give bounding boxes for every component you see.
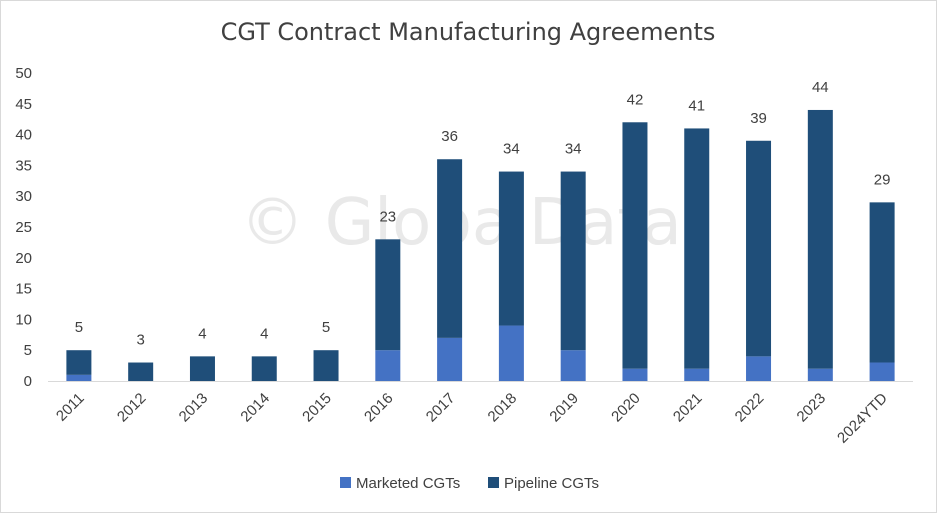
bar-pipeline	[66, 350, 92, 375]
legend: Marketed CGTs Pipeline CGTs	[340, 475, 599, 492]
bar-marketed	[375, 350, 401, 381]
y-tick-label: 25	[15, 219, 32, 236]
x-tick-label: 2022	[732, 390, 768, 426]
data-label: 5	[75, 319, 83, 336]
legend-swatch-marketed	[340, 477, 351, 488]
bar-pipeline	[498, 171, 524, 326]
y-axis: 0 5 10 15 20 25 30 35 40 45 50	[15, 65, 32, 390]
x-tick-label: 2018	[485, 390, 521, 426]
y-tick-label: 0	[24, 373, 32, 390]
data-label: 36	[441, 128, 458, 145]
y-tick-label: 30	[15, 188, 32, 205]
bar-marketed	[869, 362, 895, 381]
bar-pipeline	[746, 140, 772, 357]
y-tick-label: 50	[15, 65, 32, 82]
bar-marketed	[437, 337, 463, 381]
legend-swatch-pipeline	[488, 477, 499, 488]
bar-marketed	[66, 374, 92, 381]
bar-pipeline	[437, 159, 463, 338]
data-label: 29	[874, 171, 891, 188]
data-label: 34	[503, 141, 520, 158]
x-tick-label: 2021	[670, 390, 706, 426]
data-label: 4	[198, 325, 206, 342]
bar-pipeline	[251, 356, 277, 381]
y-tick-label: 40	[15, 127, 32, 144]
bar-pipeline	[622, 122, 648, 369]
x-tick-label: 2013	[176, 390, 212, 426]
bar-marketed	[807, 368, 833, 381]
legend-label-pipeline: Pipeline CGTs	[504, 475, 599, 492]
x-axis: 2011 2012 2013 2014 2015 2016 2017 2018 2019 2020…	[53, 390, 891, 447]
data-label: 41	[688, 97, 705, 114]
bar-pipeline	[869, 202, 895, 363]
data-label: 34	[565, 141, 582, 158]
y-tick-label: 5	[24, 342, 32, 359]
bar-pipeline	[128, 362, 154, 381]
data-label: 44	[812, 79, 829, 96]
bar-pipeline	[684, 128, 710, 369]
x-tick-label: 2017	[423, 390, 459, 426]
bar-pipeline	[807, 109, 833, 369]
bar-marketed	[498, 325, 524, 381]
bar-pipeline	[313, 350, 339, 381]
x-tick-label: 2011	[53, 390, 88, 425]
x-tick-label: 2012	[114, 390, 150, 426]
bar-marketed	[560, 350, 586, 381]
bar-marketed	[684, 368, 710, 381]
legend-label-marketed: Marketed CGTs	[356, 475, 460, 492]
x-tick-label: 2014	[237, 390, 273, 426]
bar-pipeline	[560, 171, 586, 351]
x-tick-label: 2024YTD	[834, 390, 891, 447]
x-tick-label: 2016	[361, 390, 397, 426]
bar-marketed	[746, 356, 772, 381]
data-label: 5	[322, 319, 330, 336]
x-tick-label: 2020	[608, 390, 644, 426]
data-label: 42	[627, 91, 644, 108]
y-tick-label: 45	[15, 96, 32, 113]
x-tick-label: 2023	[794, 390, 830, 426]
y-tick-label: 35	[15, 157, 32, 174]
y-tick-label: 15	[15, 281, 32, 298]
bar-marketed	[622, 368, 648, 381]
y-tick-label: 20	[15, 250, 32, 267]
bars	[66, 109, 895, 381]
data-label: 3	[137, 332, 145, 349]
bar-pipeline	[189, 356, 215, 381]
data-label: 4	[260, 325, 268, 342]
data-label: 39	[750, 110, 767, 127]
x-tick-label: 2019	[546, 390, 582, 426]
bar-pipeline	[375, 239, 401, 351]
data-label: 23	[379, 208, 396, 225]
x-tick-label: 2015	[299, 390, 335, 426]
chart-title: CGT Contract Manufacturing Agreements	[221, 18, 716, 46]
y-tick-label: 10	[15, 311, 32, 328]
